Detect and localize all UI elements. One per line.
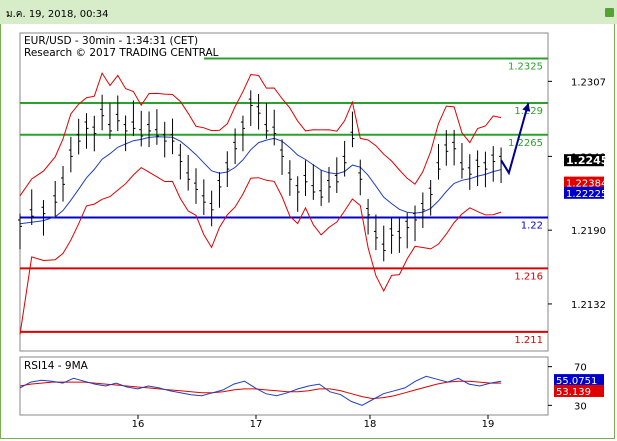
price-badge-2: 1.22225 <box>566 189 607 200</box>
price-badge-0: 1.2245 <box>566 154 608 167</box>
level-label-3: 1.22 <box>521 220 543 231</box>
title-bar: ม.ค. 19, 2018, 00:34 <box>0 0 617 24</box>
rsi-badge-1-bg <box>554 384 604 397</box>
chart-title: EUR/USD - 30min - 1:34:31 (CET) <box>24 35 198 47</box>
moving-average-line <box>19 136 502 225</box>
rsi-tick-label: 30 <box>574 401 587 412</box>
rsi-axis: 70 30 <box>548 363 587 412</box>
time-tick-label: 16 <box>132 419 145 430</box>
rsi-badge-1: 53.139 <box>556 387 591 398</box>
indicator-layer <box>19 71 502 335</box>
price-tick-label: 1.2307 <box>571 77 606 88</box>
rsi-badge-0-bg <box>554 374 604 387</box>
price-bars-layer <box>18 90 504 262</box>
rsi-line <box>19 375 502 406</box>
time-tick-label: 19 <box>482 419 495 430</box>
chart-frame <box>0 24 615 439</box>
levels-layer: 1.2325 1.229 1.2265 1.22 1.216 1.211 <box>20 57 548 346</box>
main-panel-border <box>19 32 549 352</box>
time-axis: 16 17 18 19 <box>132 415 495 430</box>
price-badge-2-bg <box>564 186 604 199</box>
time-tick-label: 17 <box>250 419 263 430</box>
forecast-layer <box>500 102 531 176</box>
chart-subtitle: Research © 2017 TRADING CENTRAL <box>24 47 219 59</box>
level-label-5: 1.211 <box>514 335 543 346</box>
level-label-1: 1.229 <box>514 106 543 117</box>
level-label-0: 1.2325 <box>508 61 543 72</box>
forecast-arrow-head <box>522 102 531 112</box>
rsi-layer <box>19 375 502 406</box>
price-tick-label: 1.2132 <box>571 300 606 311</box>
rsi-panel-border <box>19 356 549 416</box>
rsi-badge-0: 55.0751 <box>556 376 597 387</box>
price-badge-1-bg <box>564 176 604 189</box>
rsi-ma-line <box>19 380 502 400</box>
bollinger-upper-line <box>19 71 502 197</box>
price-badge-0-bg <box>564 154 604 167</box>
price-badge-1: 1.22384 <box>566 179 607 190</box>
level-label-4: 1.216 <box>514 271 543 282</box>
forecast-arrow-line <box>500 102 530 176</box>
bollinger-lower-line <box>19 166 502 335</box>
price-tick-label: 1.2190 <box>571 226 606 237</box>
timestamp-label: ม.ค. 19, 2018, 00:34 <box>6 9 109 20</box>
rsi-tick-label: 70 <box>574 363 587 374</box>
time-tick-label: 18 <box>364 419 377 430</box>
expand-icon[interactable] <box>605 8 614 17</box>
rsi-title: RSI14 - 9MA <box>24 360 89 372</box>
level-label-2: 1.2265 <box>508 138 543 149</box>
